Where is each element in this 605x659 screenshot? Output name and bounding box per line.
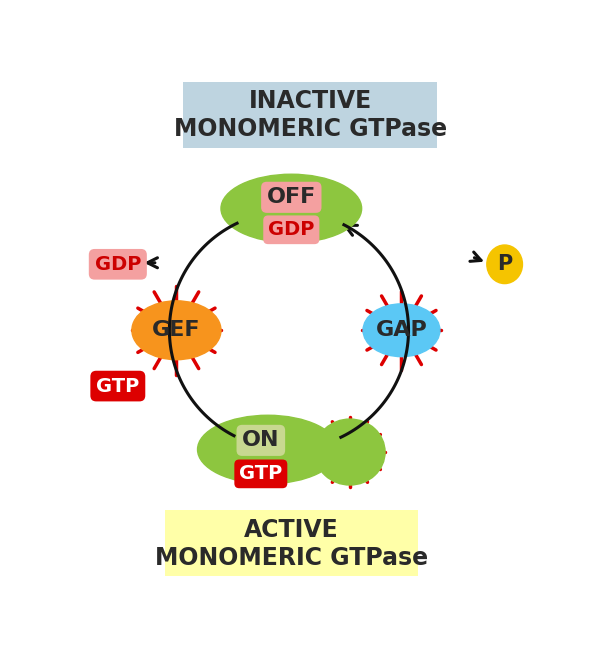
Text: GDP: GDP [268,220,315,239]
Ellipse shape [315,419,385,485]
Text: P: P [497,254,512,274]
Text: INACTIVE: INACTIVE [249,90,371,113]
Text: GEF: GEF [152,320,201,340]
Text: MONOMERIC GTPase: MONOMERIC GTPase [174,117,446,141]
Ellipse shape [363,304,440,357]
Ellipse shape [221,174,362,243]
FancyBboxPatch shape [165,510,418,577]
Text: GTP: GTP [96,376,139,395]
Text: OFF: OFF [267,187,316,208]
Text: ACTIVE: ACTIVE [244,518,339,542]
Text: GTP: GTP [239,465,283,483]
FancyBboxPatch shape [183,82,437,148]
Circle shape [487,245,523,283]
Text: ON: ON [242,430,280,450]
Ellipse shape [132,301,221,360]
Text: GAP: GAP [376,320,427,340]
Text: GDP: GDP [94,255,141,273]
Ellipse shape [197,415,338,484]
Text: MONOMERIC GTPase: MONOMERIC GTPase [155,546,428,570]
